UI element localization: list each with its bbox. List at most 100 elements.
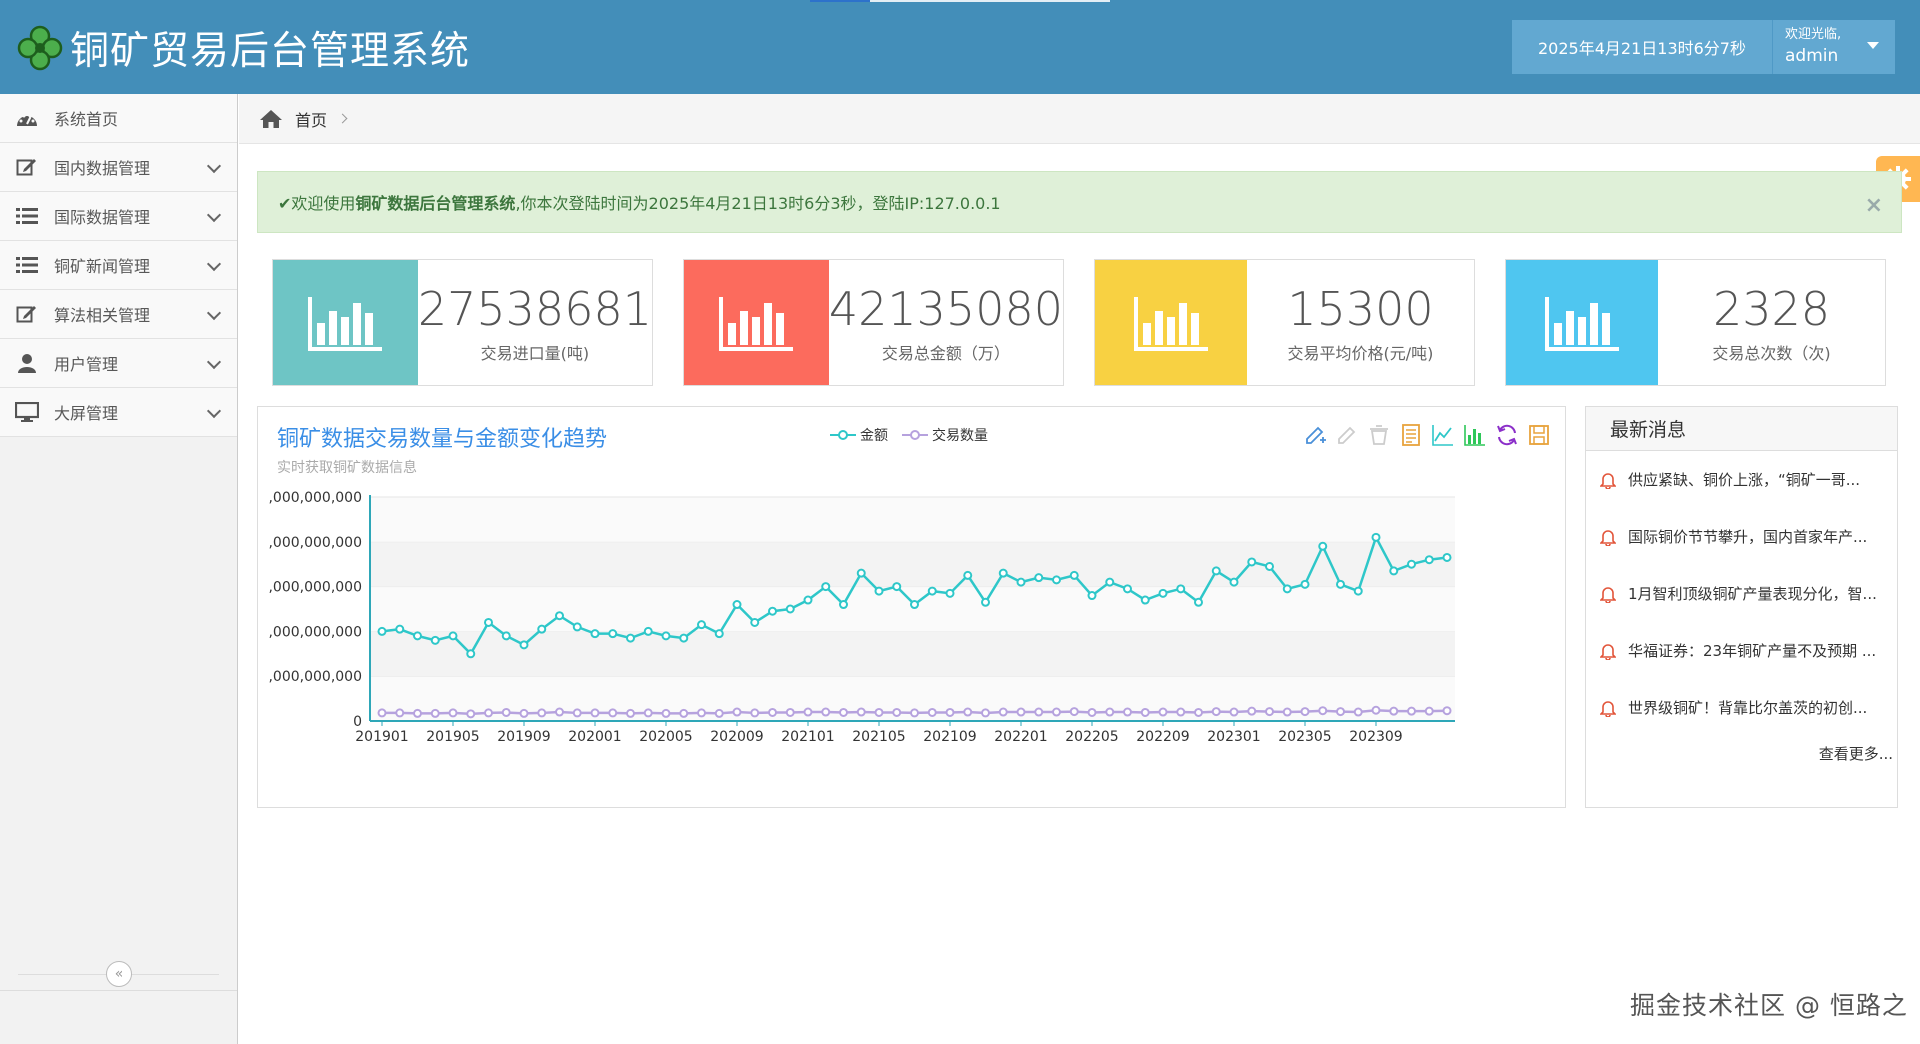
data-point	[714, 708, 724, 718]
data-point	[466, 649, 476, 659]
data-point	[732, 707, 742, 717]
eraser-icon[interactable]	[1367, 423, 1391, 447]
data-point	[377, 626, 387, 636]
data-point	[1211, 566, 1221, 576]
data-point	[1424, 555, 1434, 565]
data-point	[1016, 707, 1026, 717]
data-point	[1389, 706, 1399, 716]
save-image-icon[interactable]	[1527, 423, 1551, 447]
data-point	[1407, 706, 1416, 716]
news-item[interactable]: 国际铜价节节攀升，国内首家年产...	[1586, 508, 1897, 565]
data-point	[1247, 557, 1257, 567]
chart-subtitle: 实时获取铜矿数据信息	[277, 460, 417, 476]
sidebar-item-copper-news[interactable]: 铜矿新闻管理	[0, 241, 237, 290]
x-tick-label: 201905	[426, 729, 479, 745]
line-chart-icon[interactable]	[1431, 423, 1455, 447]
data-point	[1300, 579, 1310, 589]
data-point	[768, 707, 777, 717]
data-point	[874, 707, 884, 717]
data-point	[1265, 561, 1274, 571]
brand[interactable]: 铜矿贸易后台管理系统	[16, 20, 470, 76]
bar-chart-switch-icon[interactable]	[1463, 423, 1487, 447]
bell-icon	[1600, 529, 1616, 546]
sidebar-item-label: 大屏管理	[54, 404, 119, 423]
welcome-alert: ✔欢迎使用 铜矿数据后台管理系统 ,你本次登陆时间为2025年4月21日13时6分3…	[257, 171, 1902, 233]
trend-line-chart: 0 ,000,000,000 ,000,000,000 ,000,000,000 ,00…	[268, 490, 1455, 745]
data-point	[1140, 707, 1150, 717]
zoom-select-icon[interactable]	[1303, 423, 1327, 447]
data-point	[519, 708, 529, 718]
news-item[interactable]: 世界级铜矿！背靠比尔盖茨的初创...	[1586, 679, 1897, 736]
sidebar-item-algorithm[interactable]: 算法相关管理	[0, 290, 237, 339]
user-menu[interactable]: 欢迎光临, admin	[1772, 20, 1895, 74]
x-tick-label: 202309	[1349, 729, 1402, 745]
data-point	[1211, 707, 1221, 717]
data-point	[626, 633, 635, 643]
stat-value: 27538681	[417, 281, 652, 336]
data-point	[501, 707, 511, 717]
divider	[0, 990, 237, 991]
data-point	[679, 633, 689, 643]
sidebar-item-label: 系统首页	[54, 110, 119, 129]
zoom-reset-icon[interactable]	[1335, 423, 1359, 447]
welcome-text: 欢迎光临,	[1785, 27, 1842, 42]
refresh-icon[interactable]	[1495, 423, 1519, 447]
data-point	[484, 617, 493, 627]
data-point	[430, 635, 440, 645]
data-point	[1087, 591, 1097, 601]
view-more-link[interactable]: 查看更多...	[1818, 745, 1893, 763]
top-navbar: 铜矿贸易后台管理系统 2025年4月21日13时6分7秒 欢迎光临, admin	[0, 0, 1920, 94]
stat-caption: 交易总金额（万）	[881, 343, 1010, 363]
stat-card-trade-count: 2328 交易总次数（次)	[1505, 259, 1886, 386]
data-point	[963, 570, 973, 580]
sidebar-item-domestic-data[interactable]: 国内数据管理	[0, 143, 237, 192]
data-point	[785, 604, 795, 614]
legend-item-amount[interactable]: 金额	[830, 425, 888, 445]
alert-close-button[interactable]: ×	[1864, 193, 1883, 218]
legend-item-quantity[interactable]: 交易数量	[902, 425, 988, 445]
chevron-down-icon	[206, 256, 222, 272]
data-point	[466, 709, 476, 719]
news-item-text: 1月智利顶级铜矿产量表现分化，智...	[1628, 585, 1877, 603]
news-item[interactable]: 供应紧缺、铜价上涨，“铜矿一哥...	[1586, 451, 1897, 508]
stat-value: 42135080	[828, 281, 1063, 336]
news-item[interactable]: 华福证券：23年铜矿产量不及预期 ...	[1586, 622, 1897, 679]
sidebar-collapse-button[interactable]: «	[106, 961, 132, 987]
home-icon[interactable]	[259, 109, 283, 129]
data-view-icon[interactable]	[1399, 423, 1423, 447]
data-point	[1229, 577, 1239, 587]
data-point	[856, 707, 866, 717]
data-point	[1300, 707, 1310, 717]
breadcrumb-home-link[interactable]: 首页	[295, 110, 328, 130]
chevron-down-icon	[206, 207, 222, 223]
data-point	[661, 708, 671, 718]
data-point	[839, 600, 848, 610]
chevron-down-icon	[206, 158, 222, 174]
data-point	[910, 708, 919, 718]
bell-icon	[1600, 643, 1616, 660]
stat-value: 2328	[1712, 281, 1831, 336]
data-point	[1194, 597, 1203, 607]
data-point	[1016, 577, 1026, 587]
y-tick-label: ,000,000,000	[268, 535, 362, 551]
sidebar-item-international-data[interactable]: 国际数据管理	[0, 192, 237, 241]
data-point	[821, 582, 831, 592]
data-point	[910, 600, 919, 610]
data-point	[927, 586, 937, 596]
sidebar-item-users[interactable]: 用户管理	[0, 339, 237, 388]
data-point	[714, 629, 724, 639]
data-point	[1318, 706, 1328, 716]
sidebar-item-home[interactable]: 系统首页	[0, 94, 237, 143]
list-icon	[14, 254, 40, 276]
sidebar-item-big-screen[interactable]: 大屏管理	[0, 388, 237, 437]
data-point	[448, 708, 458, 718]
data-point	[1052, 575, 1061, 585]
data-point	[1371, 705, 1381, 715]
data-point	[998, 707, 1008, 717]
data-point	[1140, 595, 1150, 605]
breadcrumb: 首页	[239, 94, 1920, 144]
chevron-right-icon	[337, 113, 348, 124]
data-point	[803, 707, 813, 717]
news-item[interactable]: 1月智利顶级铜矿产量表现分化，智...	[1586, 565, 1897, 622]
sidebar-item-label: 算法相关管理	[54, 306, 151, 325]
